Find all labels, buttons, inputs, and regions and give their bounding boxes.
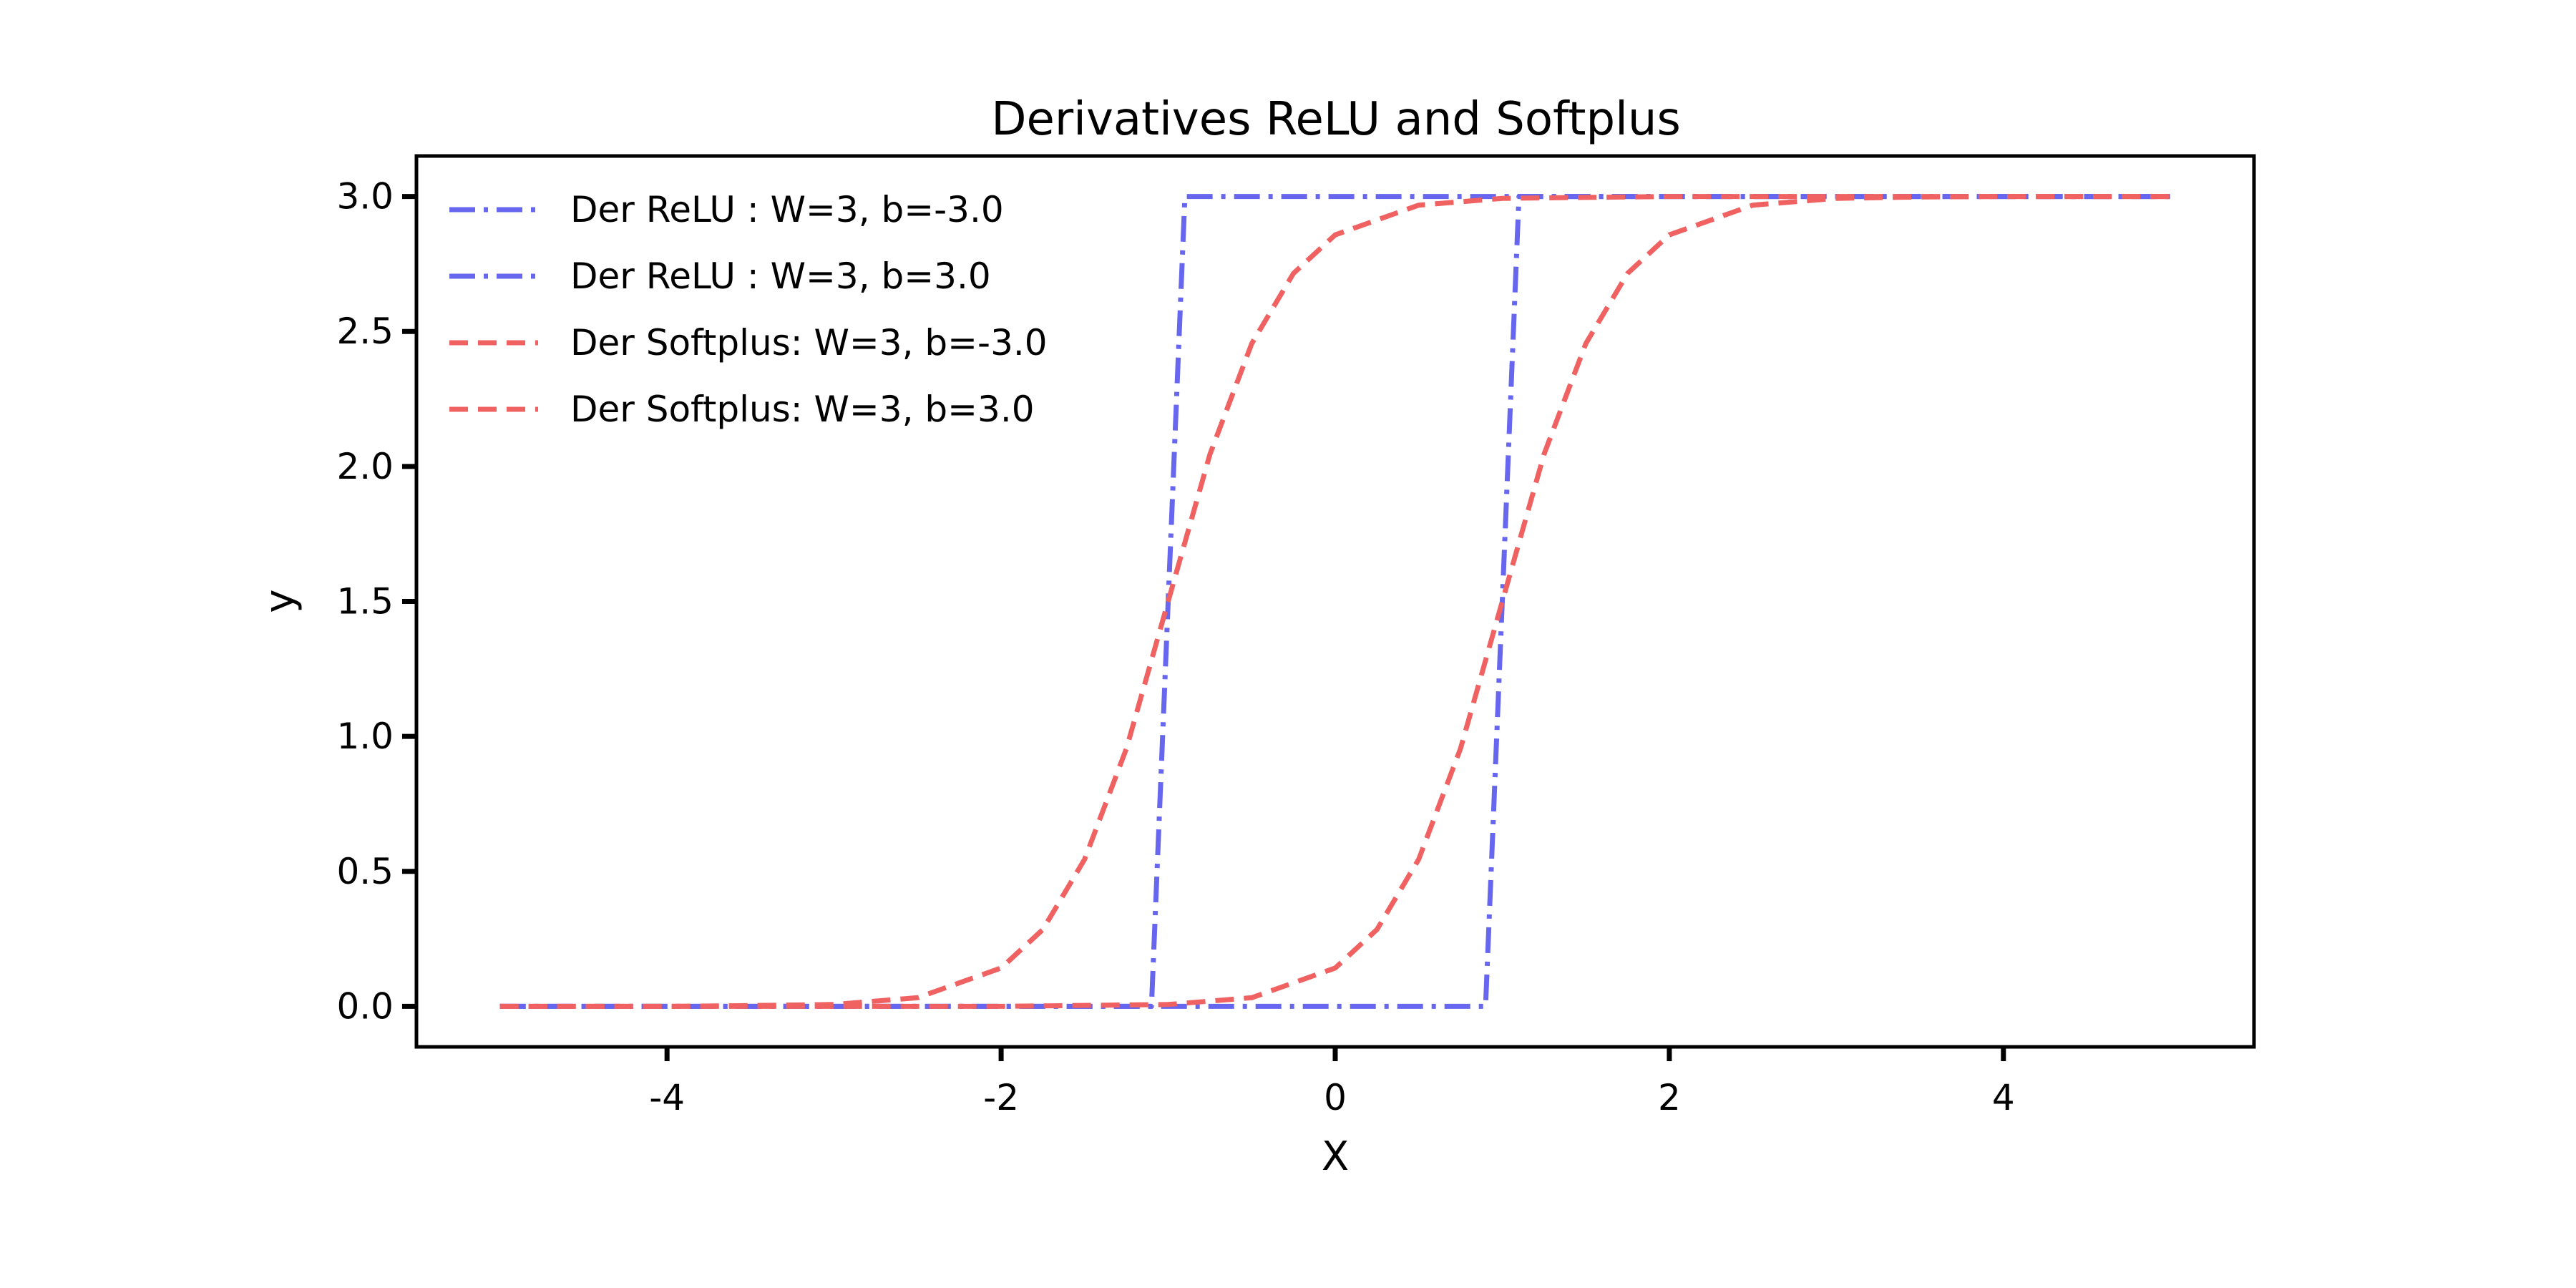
x-tick-label: -2 [983, 1077, 1019, 1118]
series-line-4 [499, 194, 2171, 1009]
chart-title: Derivatives ReLU and Softplus [991, 93, 1681, 146]
axes-ticks: -4 -2 0 2 4 0.0 0.5 1.0 1.5 2.0 2.5 3.0 [336, 176, 2014, 1118]
y-tick-label: 1.5 [336, 581, 394, 623]
x-tick-label: 0 [1324, 1077, 1347, 1118]
y-tick-label: 2.5 [336, 311, 394, 352]
x-tick-label: -4 [649, 1077, 685, 1118]
y-tick-label: 3.0 [336, 176, 394, 218]
x-tick-label: 2 [1658, 1077, 1681, 1118]
y-tick-label: 0.5 [336, 851, 394, 892]
plot-area [499, 194, 2171, 1009]
y-axis-label: y [257, 589, 303, 613]
legend-label-2: Der ReLU : W=3, b=3.0 [570, 255, 991, 297]
y-tick-label: 2.0 [336, 446, 394, 487]
y-tick-label: 0.0 [336, 985, 394, 1027]
legend-label-3: Der Softplus: W=3, b=-3.0 [570, 322, 1048, 364]
legend: Der ReLU : W=3, b=-3.0 Der ReLU : W=3, b=… [449, 189, 1048, 430]
y-tick-label: 1.0 [336, 716, 394, 757]
x-axis-label: X [1322, 1133, 1349, 1180]
series-line-3 [499, 194, 2171, 1009]
legend-label-4: Der Softplus: W=3, b=3.0 [570, 389, 1035, 430]
x-tick-label: 4 [1992, 1077, 2015, 1118]
legend-label-1: Der ReLU : W=3, b=-3.0 [570, 189, 1004, 230]
